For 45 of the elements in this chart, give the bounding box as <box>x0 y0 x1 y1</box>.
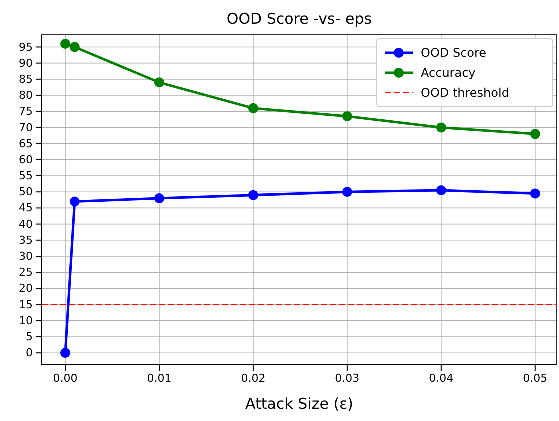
x-tick-label: 0.02 <box>241 372 266 385</box>
point <box>342 111 352 122</box>
chart-title: OOD Score -vs- eps <box>226 10 372 28</box>
y-tick-label: 0 <box>26 346 33 360</box>
point <box>530 188 540 199</box>
legend-label: OOD Score <box>421 46 487 60</box>
x-axis-title: Attack Size (ε) <box>245 395 354 413</box>
y-tick-label: 10 <box>19 314 33 328</box>
point <box>60 39 70 50</box>
y-tick-label: 45 <box>19 202 33 215</box>
legend-label: Accuracy <box>421 66 476 80</box>
x-tick-label: 0.00 <box>53 372 78 385</box>
y-tick-label: 50 <box>19 186 33 199</box>
y-tick-label: 80 <box>19 89 33 102</box>
y-tick-label: 20 <box>19 282 33 296</box>
y-tick-label: 95 <box>19 40 33 54</box>
point <box>248 190 258 200</box>
y-tick-label: 35 <box>19 234 33 247</box>
y-tick-label: 70 <box>19 121 33 134</box>
y-tick-label: 30 <box>19 250 33 264</box>
point <box>70 42 80 52</box>
y-tick-label: 55 <box>19 170 33 183</box>
point <box>436 186 446 196</box>
y-tick-label: 25 <box>19 266 33 280</box>
x-tick-label: 0.04 <box>429 372 454 385</box>
x-tick-label: 0.03 <box>335 372 360 385</box>
y-tick-label: 90 <box>19 56 33 70</box>
x-tick-label: 0.05 <box>523 372 548 385</box>
y-tick-label: 75 <box>19 105 33 118</box>
point <box>70 196 80 207</box>
point <box>154 78 164 88</box>
y-tick-label: 5 <box>26 330 33 344</box>
y-tick-label: 60 <box>19 153 33 166</box>
point <box>154 194 164 204</box>
point <box>248 103 258 114</box>
point <box>530 129 540 140</box>
y-tick-label: 85 <box>19 72 33 86</box>
y-tick-label: 15 <box>19 298 33 312</box>
point <box>60 348 70 358</box>
legend-label: OOD threshold <box>421 86 510 100</box>
y-tick-label: 40 <box>19 218 33 231</box>
point <box>436 122 446 133</box>
y-tick-label: 65 <box>19 137 33 150</box>
x-tick-label: 0.01 <box>147 372 172 385</box>
point <box>342 187 352 198</box>
